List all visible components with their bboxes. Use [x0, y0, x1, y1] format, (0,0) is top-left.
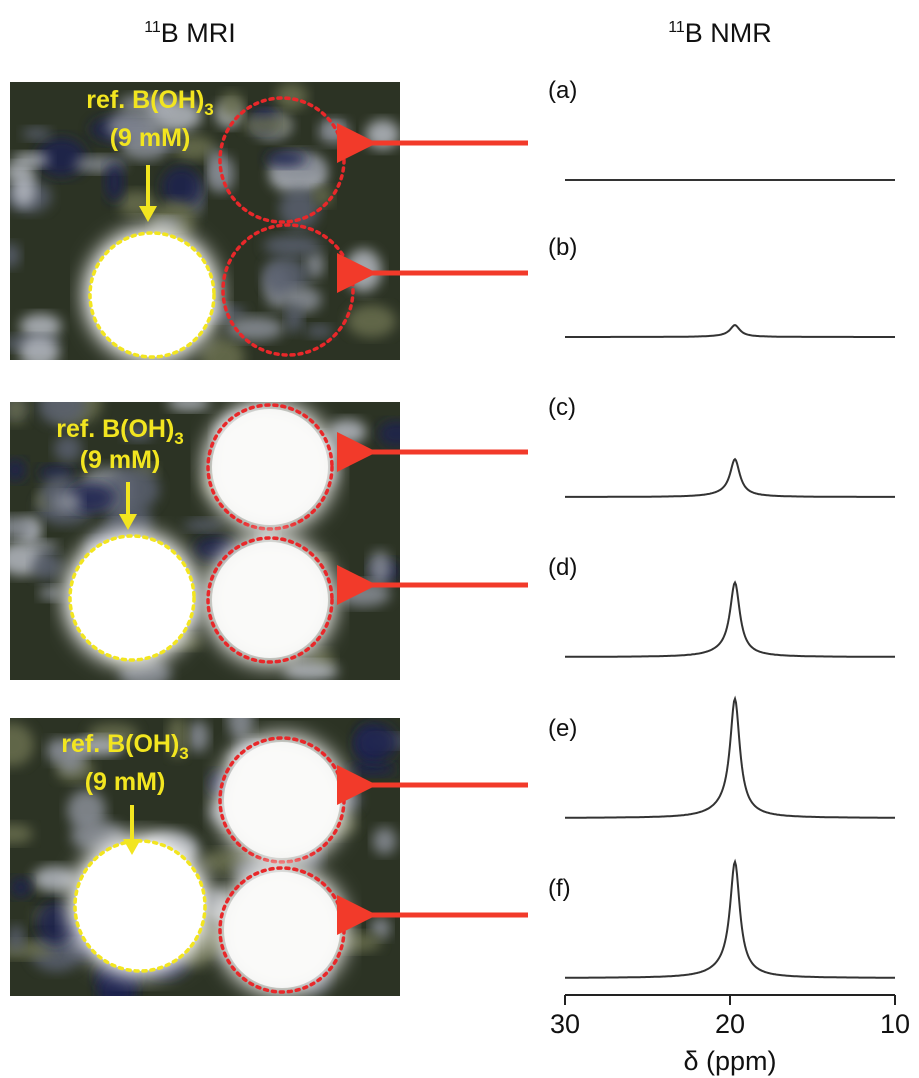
nmr-spectra: (a) (b) (c) (d) (e) (f) 30 20 10 δ (ppm): [548, 77, 910, 1076]
title-text: B MRI: [161, 18, 236, 48]
mri-blob: [33, 866, 77, 892]
mri-title: 11B MRI: [144, 18, 236, 48]
mri-blob: [306, 325, 334, 338]
mri-blob: [54, 492, 81, 512]
spectrum: [565, 862, 895, 978]
mri-blob: [107, 468, 159, 512]
mri-blob: [263, 235, 321, 256]
mri-blob: [19, 336, 59, 369]
title-text: B NMR: [685, 18, 772, 48]
ref-text: ref. B(OH): [61, 730, 179, 758]
mri-image: [0, 82, 400, 376]
mri-blob: [37, 901, 75, 944]
spectrum-label: (d): [548, 554, 577, 581]
sample-signal: [224, 872, 340, 988]
spectrum-label: (f): [548, 875, 571, 902]
mri-blob: [22, 127, 51, 140]
ref-concentration: (9 mM): [110, 124, 191, 152]
mri-blob: [10, 877, 32, 897]
sample-signal: [212, 409, 328, 525]
mri-blob: [347, 305, 396, 337]
title-sup: 11: [668, 19, 685, 36]
figure: 11B MRI 11B NMR ref. B(OH)3(9 mM)ref. B(…: [0, 0, 919, 1078]
mri-blob: [285, 304, 302, 333]
spectrum: [565, 325, 895, 337]
spectrum-label: (a): [548, 77, 577, 104]
mri-panel: ref. B(OH)3 (9 mM): [0, 82, 528, 376]
mri-blob: [369, 551, 391, 585]
mri-blob: [201, 338, 245, 377]
x-tick-label: 30: [550, 1009, 580, 1039]
sample-signal: [224, 742, 340, 858]
mri-blob: [5, 459, 26, 481]
mri-blob: [167, 395, 210, 410]
mri-blob: [105, 162, 124, 202]
x-axis-label: δ (ppm): [683, 1046, 776, 1076]
mri-blob: [220, 92, 243, 120]
ref-sub: 3: [174, 429, 183, 448]
spectrum: [565, 699, 895, 818]
x-tick-label: 20: [715, 1009, 745, 1039]
ref-text: ref. B(OH): [86, 86, 204, 114]
mri-blob: [39, 586, 63, 600]
mri-blob: [265, 151, 307, 167]
mri-images: ref. B(OH)3(9 mM)ref. B(OH)3(9 mM)ref. B…: [0, 82, 528, 1014]
mri-blob: [98, 971, 135, 1014]
mri-blob: [283, 661, 338, 680]
spectrum: [565, 459, 895, 497]
spectrum: [565, 583, 895, 657]
mri-blob: [188, 720, 209, 752]
ref-sub: 3: [204, 100, 213, 119]
title-sup: 11: [144, 19, 161, 36]
mri-blob: [184, 519, 224, 532]
mri-blob: [12, 153, 49, 167]
nmr-title: 11B NMR: [668, 18, 772, 48]
ref-sub: 3: [179, 744, 188, 763]
ref-concentration: (9 mM): [80, 446, 161, 474]
mri-blob: [373, 827, 397, 854]
mri-blob: [318, 119, 349, 144]
x-tick-label: 10: [880, 1009, 910, 1039]
sample-signal: [212, 542, 328, 658]
spectrum-label: (c): [548, 394, 576, 421]
spectrum-label: (e): [548, 715, 577, 742]
mri-blob: [348, 763, 397, 776]
mri-blob: [354, 724, 398, 763]
mri-blob: [12, 174, 36, 207]
mri-blob: [20, 314, 62, 339]
spectrum-label: (b): [548, 234, 577, 261]
mri-blob: [0, 243, 20, 268]
mri-blob: [279, 188, 319, 229]
mri-blob: [32, 552, 62, 580]
mri-blob: [378, 421, 415, 447]
ref-concentration: (9 mM): [85, 768, 166, 796]
mri-blob: [7, 925, 24, 952]
mri-blob: [244, 116, 290, 133]
mri-blob: [3, 393, 29, 423]
mri-panel: ref. B(OH)3 (9 mM): [0, 381, 528, 690]
mri-panel: ref. B(OH)3 (9 mM): [0, 698, 528, 1015]
mri-blob: [227, 698, 253, 740]
mri-blob: [162, 166, 202, 207]
ref-text: ref. B(OH): [56, 415, 174, 443]
